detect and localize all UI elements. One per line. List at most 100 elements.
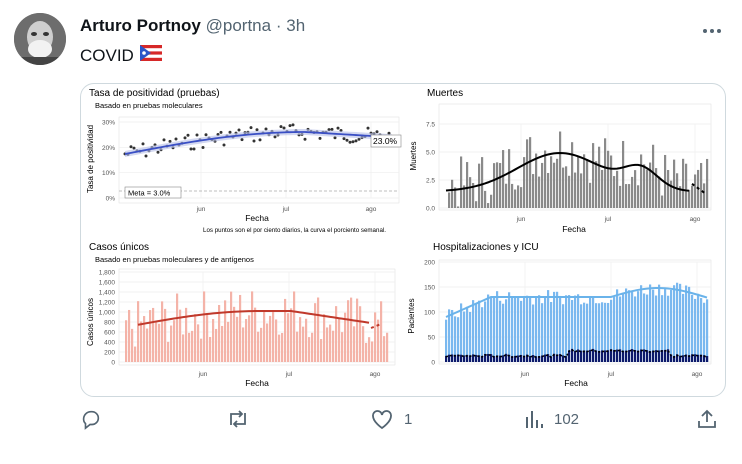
icu-bar [514,355,517,362]
deaths-bar [595,161,598,208]
positivity-point [132,146,136,150]
deaths-bar [679,186,682,208]
icu-bar [475,354,478,362]
icu-bar [559,353,562,362]
positivity-point [201,145,205,149]
deaths-bar [568,175,571,208]
cases-bar [125,320,128,362]
deaths-bar [670,180,673,208]
hospital-bar [526,295,529,362]
icu-bar [652,350,655,362]
icu-bar [703,355,706,362]
cases-bar [326,327,329,362]
icu-bar [574,350,577,362]
cases-xlabel: Fecha [245,378,269,388]
positivity-point [354,139,358,143]
positivity-point [264,127,268,131]
cases-bar [263,311,266,362]
icu-bar [448,354,451,362]
positivity-point [351,140,355,144]
deaths-bar [559,131,562,208]
reply-button[interactable] [80,408,102,430]
hospital-title: Hospitalizaciones y ICU [433,242,539,253]
deaths-bar [646,169,649,208]
deaths-bar [472,182,475,208]
cases-bar [206,313,209,362]
icu-bar [619,349,622,362]
deaths-bar [547,172,550,208]
icu-bar [664,349,667,362]
icu-bar [583,350,586,362]
hospital-bar [703,302,706,362]
deaths-bar [592,143,595,208]
positivity-point [255,128,259,132]
positivity-point [357,137,361,141]
hospital-bar [595,303,598,362]
deaths-bar [529,137,532,208]
views-button[interactable]: 102 [524,408,579,430]
icu-bar [682,355,685,362]
positivity-point [318,136,322,140]
author-name[interactable]: Arturo Portnoy [80,16,201,35]
cases-xtick: ago [370,371,381,378]
icu-bar [481,355,484,362]
icu-bar [511,356,514,362]
icu-bar [535,356,538,362]
hospital-ytick: 50 [428,335,436,342]
cases-bar [134,346,137,362]
positivity-subtitle: Basado en pruebas moleculares [95,101,203,110]
deaths-bar [700,162,703,208]
deaths-bar [520,187,523,208]
icu-bar [562,355,565,362]
icu-bar [532,355,535,362]
cases-bar [248,315,251,362]
cases-bar [365,342,368,362]
cases-bar [224,300,227,362]
author-handle[interactable]: @portna [205,16,272,35]
hospital-bar [586,303,589,362]
deaths-bar [535,153,538,208]
hospital-bar [658,284,661,362]
deaths-bar [541,162,544,208]
cases-bar [209,336,212,362]
icu-bar [523,355,526,362]
deaths-bar [502,150,505,208]
tweet-media-image[interactable]: Tasa de positividad (pruebas) Basado en … [80,83,726,397]
deaths-bar [691,185,694,208]
positivity-point [366,126,370,130]
cases-bar [197,324,200,362]
icu-bar [505,353,508,362]
deaths-bar [565,166,568,208]
more-icon[interactable] [702,18,722,39]
deaths-bar [706,158,709,208]
deaths-bar [553,162,556,208]
cases-ytick: 400 [104,340,115,347]
positivity-point [186,133,190,137]
deaths-xtick: jul [604,216,612,223]
positivity-point [156,150,160,154]
cases-xtick: jul [285,371,293,378]
hospital-bar [634,296,637,362]
hospital-bar [472,300,475,362]
share-button[interactable] [696,408,718,430]
cases-bar [140,321,143,362]
cases-bar [137,301,140,362]
deaths-bar [499,163,502,208]
timestamp[interactable]: 3h [286,16,306,35]
cases-bar [143,316,146,362]
cases-bar [356,298,359,362]
cases-bar [377,319,380,362]
icu-bar [604,350,607,362]
cases-bar [284,298,287,362]
icu-bar [598,350,601,362]
cases-bar [275,319,278,362]
like-button[interactable]: 1 [370,408,412,430]
deaths-bar [655,168,658,208]
icu-bar [649,351,652,362]
cases-bar [362,326,365,362]
cases-bar [335,306,338,362]
positivity-point [189,147,193,151]
avatar[interactable] [14,13,66,65]
icu-bar [616,349,619,362]
retweet-button[interactable] [226,408,250,430]
